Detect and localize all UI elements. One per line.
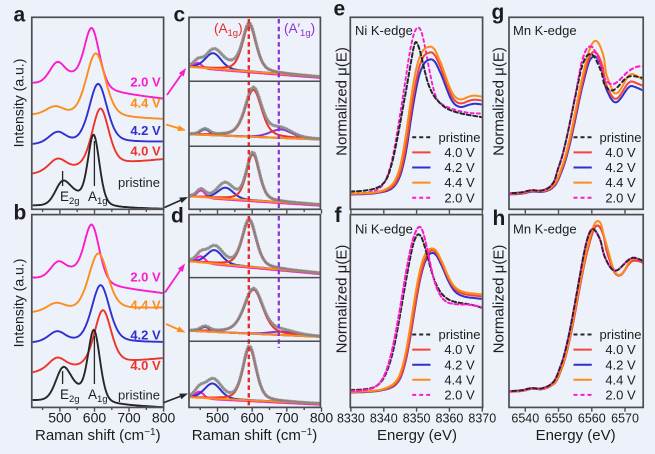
svg-text:4.4 V: 4.4 V	[444, 372, 475, 387]
svg-text:Intensity (a.u.): Intensity (a.u.)	[11, 259, 27, 348]
svg-text:Mn K-edge: Mn K-edge	[513, 222, 577, 237]
svg-text:c: c	[174, 4, 186, 27]
svg-text:4.0 V: 4.0 V	[130, 144, 161, 159]
svg-text:pristine: pristine	[600, 130, 642, 145]
svg-text:800: 800	[152, 409, 176, 425]
svg-text:Energy (eV): Energy (eV)	[377, 427, 457, 444]
svg-text:4.2 V: 4.2 V	[130, 123, 161, 138]
svg-text:2.0 V: 2.0 V	[444, 388, 475, 403]
svg-text:700: 700	[275, 409, 299, 425]
svg-text:e: e	[334, 0, 346, 21]
svg-text:g: g	[492, 1, 505, 24]
svg-text:500: 500	[206, 409, 230, 425]
svg-text:600: 600	[240, 409, 264, 425]
svg-text:4.2 V: 4.2 V	[605, 160, 636, 175]
svg-text:4.0 V: 4.0 V	[605, 145, 636, 160]
svg-text:8370: 8370	[468, 411, 496, 425]
svg-text:4.2 V: 4.2 V	[444, 160, 475, 175]
svg-text:a: a	[14, 4, 26, 27]
svg-text:4.0 V: 4.0 V	[130, 358, 161, 373]
svg-text:800: 800	[310, 409, 334, 425]
svg-text:8340: 8340	[370, 411, 398, 425]
svg-text:pristine: pristine	[118, 388, 160, 403]
svg-text:600: 600	[83, 409, 107, 425]
svg-text:4.0 V: 4.0 V	[605, 342, 636, 357]
svg-text:4.4 V: 4.4 V	[605, 175, 636, 190]
svg-text:2.0 V: 2.0 V	[130, 75, 161, 90]
svg-text:Raman shift (cm−1): Raman shift (cm−1)	[35, 427, 161, 444]
svg-text:f: f	[335, 204, 343, 227]
svg-text:4.4 V: 4.4 V	[130, 298, 161, 313]
svg-text:6550: 6550	[545, 411, 573, 425]
svg-text:pristine: pristine	[600, 327, 642, 342]
svg-text:Raman shift (cm−1): Raman shift (cm−1)	[192, 427, 318, 444]
svg-text:4.4 V: 4.4 V	[130, 96, 161, 111]
svg-text:h: h	[493, 207, 506, 230]
svg-text:Ni K-edge: Ni K-edge	[355, 23, 413, 38]
svg-text:Normalized μ(E): Normalized μ(E)	[334, 47, 351, 156]
svg-text:6570: 6570	[611, 411, 639, 425]
svg-text:8330: 8330	[337, 411, 365, 425]
svg-text:pristine: pristine	[439, 130, 481, 145]
svg-text:2.0 V: 2.0 V	[130, 270, 161, 285]
svg-text:4.0 V: 4.0 V	[444, 145, 475, 160]
svg-text:b: b	[14, 202, 27, 225]
svg-text:4.0 V: 4.0 V	[444, 342, 475, 357]
svg-text:4.2 V: 4.2 V	[444, 357, 475, 372]
svg-text:pristine: pristine	[118, 175, 160, 190]
svg-text:700: 700	[117, 409, 141, 425]
svg-text:6560: 6560	[578, 411, 606, 425]
svg-text:Normalized μ(E): Normalized μ(E)	[491, 47, 508, 156]
svg-text:Ni K-edge: Ni K-edge	[355, 222, 413, 237]
svg-text:8360: 8360	[436, 411, 464, 425]
svg-text:4.2 V: 4.2 V	[130, 328, 161, 343]
svg-text:pristine: pristine	[439, 327, 481, 342]
svg-text:500: 500	[48, 409, 72, 425]
svg-text:Normalized μ(E): Normalized μ(E)	[491, 245, 508, 354]
svg-text:4.4 V: 4.4 V	[605, 372, 636, 387]
svg-text:Energy (eV): Energy (eV)	[536, 427, 616, 444]
svg-text:2.0 V: 2.0 V	[605, 388, 636, 403]
svg-text:6540: 6540	[511, 411, 539, 425]
svg-text:8350: 8350	[403, 411, 431, 425]
svg-text:d: d	[171, 204, 184, 227]
svg-text:Mn K-edge: Mn K-edge	[513, 23, 577, 38]
svg-text:2.0 V: 2.0 V	[444, 190, 475, 205]
svg-text:Normalized μ(E): Normalized μ(E)	[334, 245, 351, 354]
svg-text:Intensity (a.u.): Intensity (a.u.)	[11, 59, 27, 148]
svg-text:2.0 V: 2.0 V	[605, 190, 636, 205]
svg-text:4.2 V: 4.2 V	[605, 357, 636, 372]
svg-text:4.4 V: 4.4 V	[444, 175, 475, 190]
